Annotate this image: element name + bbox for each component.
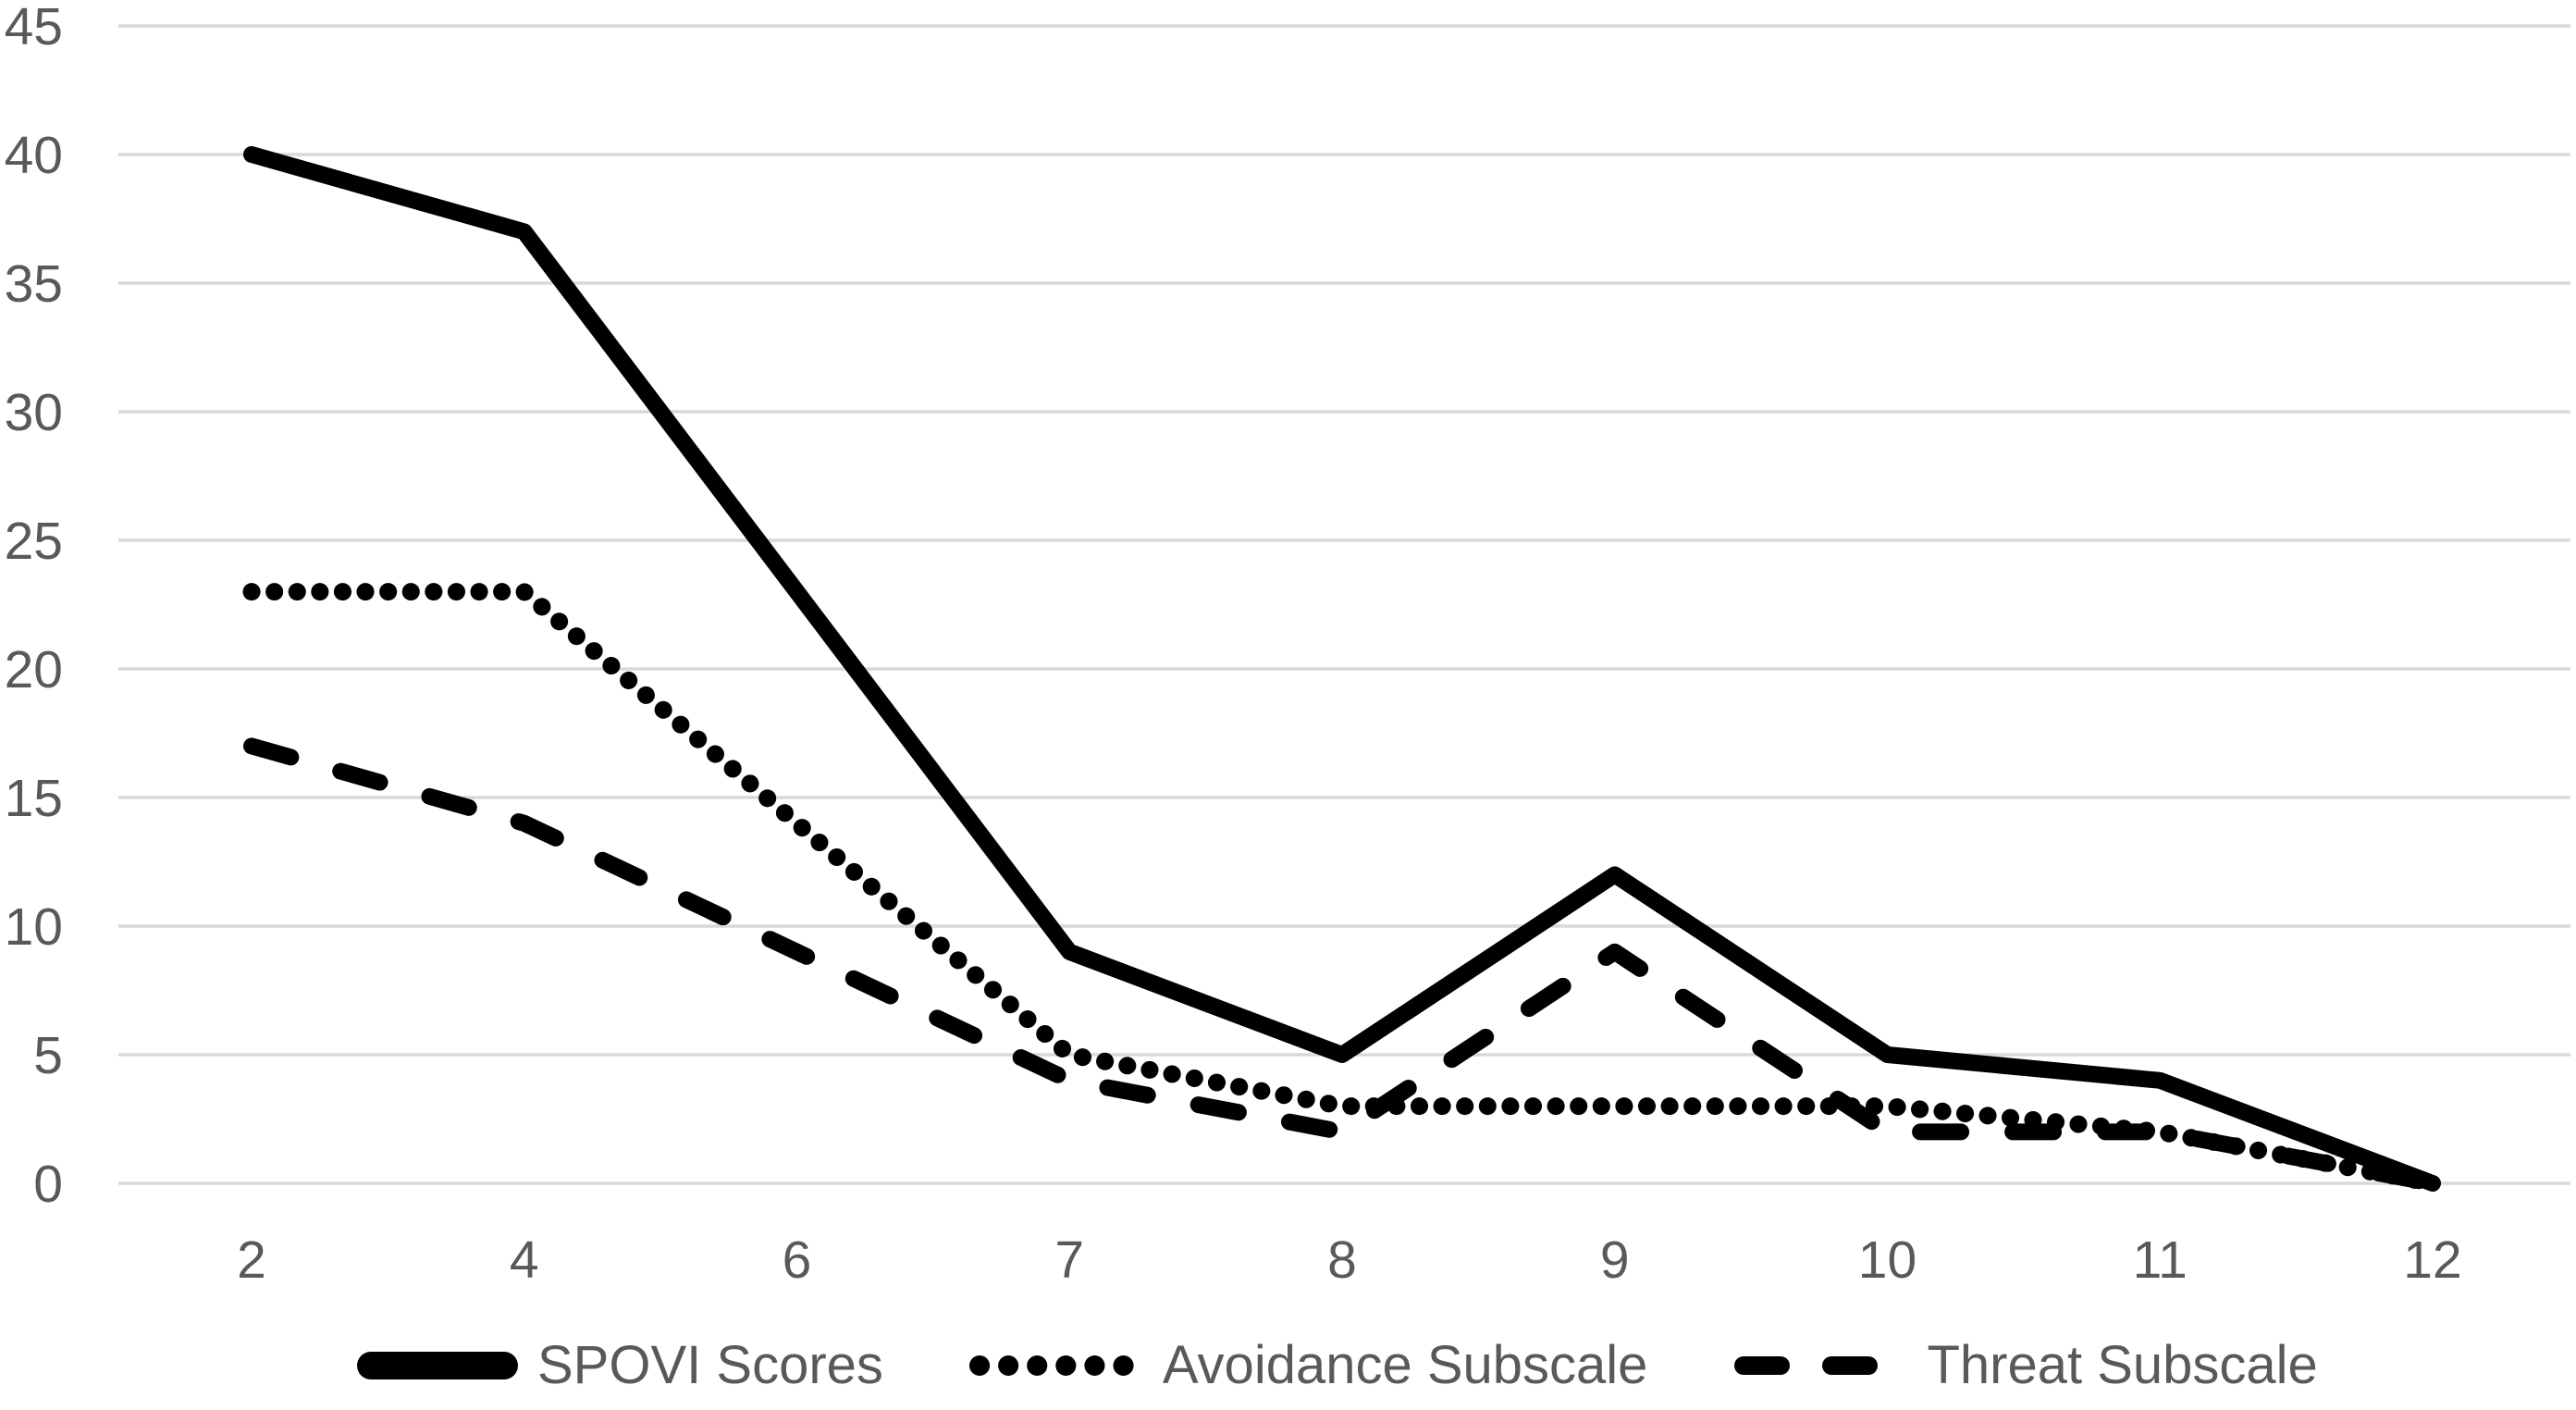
chart-legend: SPOVI Scores Avoidance Subscale Threat S… xyxy=(356,1334,2318,1396)
x-axis-tick-label: 12 xyxy=(2403,1231,2461,1290)
y-axis-tick-label: 0 xyxy=(33,1155,63,1214)
x-axis-tick-label: 10 xyxy=(1858,1231,1917,1290)
legend-item-avoidance-subscale: Avoidance Subscale xyxy=(968,1334,1648,1396)
x-axis-tick-label: 4 xyxy=(510,1231,539,1290)
y-axis-tick-label: 5 xyxy=(33,1026,63,1085)
x-axis-tick-label: 8 xyxy=(1327,1231,1357,1290)
series-line-threat-subscale xyxy=(243,737,2441,1192)
x-axis-tick-label: 2 xyxy=(237,1231,266,1290)
series-line-avoidance-subscale xyxy=(242,583,2442,1193)
legend-item-threat-subscale: Threat Subscale xyxy=(1732,1334,2318,1396)
y-axis-tick-label: 10 xyxy=(5,897,63,957)
y-axis-tick-label: 25 xyxy=(5,512,63,571)
y-axis-tick-label: 35 xyxy=(5,254,63,314)
x-axis-tick-label: 11 xyxy=(2133,1231,2188,1290)
x-axis-tick-label: 9 xyxy=(1600,1231,1630,1290)
solid-line-swatch-icon xyxy=(357,1351,518,1379)
x-axis-tick-label: 6 xyxy=(783,1231,812,1290)
series-line-spovi-scores xyxy=(243,146,2441,1192)
x-axis-tick-label: 7 xyxy=(1054,1231,1084,1290)
y-axis-tick-label: 30 xyxy=(5,383,63,442)
dotted-line-swatch-icon xyxy=(968,1354,1144,1376)
y-axis-tick-label: 45 xyxy=(5,0,63,56)
legend-label: SPOVI Scores xyxy=(537,1335,883,1395)
y-axis-tick-label: 15 xyxy=(5,769,63,828)
dashed-line-swatch-icon xyxy=(1734,1355,1909,1375)
y-axis-tick-label: 40 xyxy=(5,126,63,185)
legend-label: Threat Subscale xyxy=(1927,1335,2318,1395)
y-axis-tick-label: 20 xyxy=(5,640,63,699)
legend-label: Avoidance Subscale xyxy=(1162,1335,1648,1395)
legend-item-spovi-scores: SPOVI Scores xyxy=(356,1334,883,1396)
